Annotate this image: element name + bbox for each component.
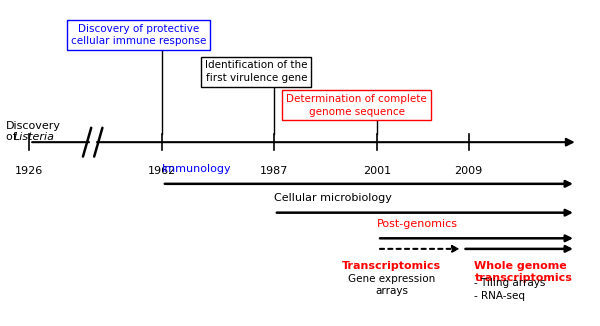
Text: 1926: 1926: [15, 166, 43, 176]
Text: Listeria: Listeria: [13, 132, 55, 142]
Text: 2009: 2009: [454, 166, 482, 176]
Text: Identification of the
first virulence gene: Identification of the first virulence ge…: [205, 60, 308, 83]
Text: 1962: 1962: [148, 166, 176, 176]
Text: Determination of complete
genome sequence: Determination of complete genome sequenc…: [286, 94, 427, 116]
Text: Discovery of protective
cellular immune response: Discovery of protective cellular immune …: [71, 23, 206, 46]
Text: Gene expression
arrays: Gene expression arrays: [348, 274, 436, 296]
Text: Discovery: Discovery: [6, 121, 61, 131]
Text: - Tiling arrays
- RNA-seq: - Tiling arrays - RNA-seq: [475, 278, 546, 301]
Text: Immunology: Immunology: [162, 164, 232, 174]
Text: Whole genome
transcriptomics: Whole genome transcriptomics: [475, 261, 572, 283]
Text: 1987: 1987: [260, 166, 288, 176]
Text: Transcriptomics: Transcriptomics: [343, 261, 442, 271]
Text: 2001: 2001: [363, 166, 391, 176]
Text: Cellular microbiology: Cellular microbiology: [274, 193, 392, 203]
Text: Post-genomics: Post-genomics: [377, 219, 458, 229]
Text: of: of: [6, 132, 20, 142]
